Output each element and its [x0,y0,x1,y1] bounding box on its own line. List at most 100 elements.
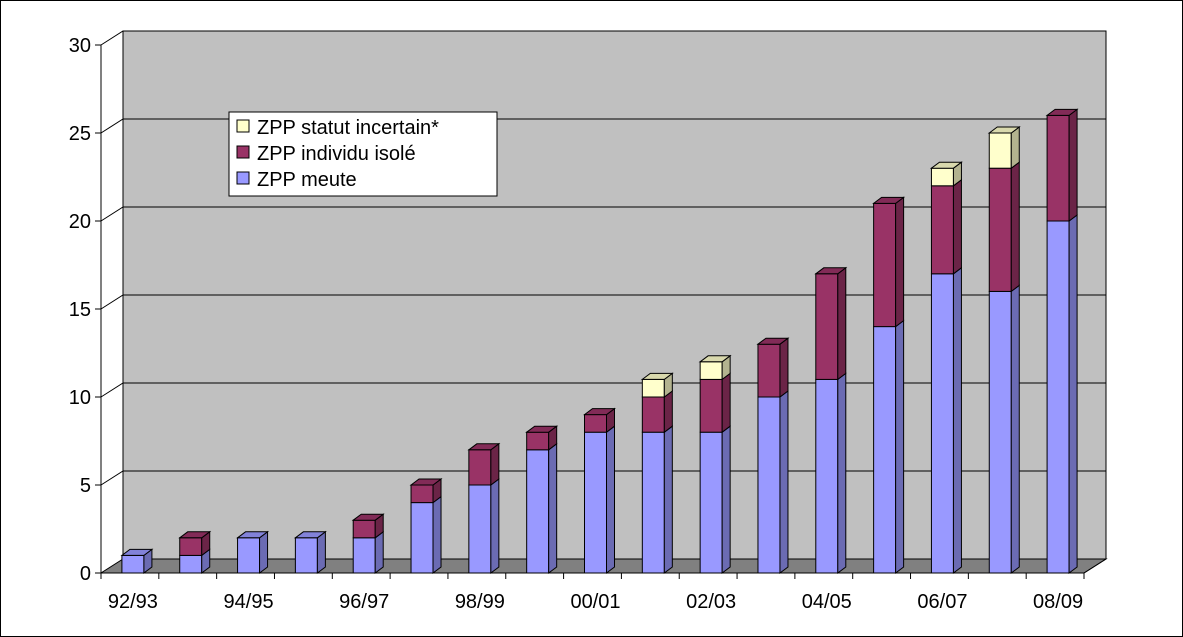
legend-label: ZPP individu isolé [257,143,416,165]
bar-segment-05-06-top [872,196,906,204]
y-tick-label: 20 [69,211,91,233]
bar-segment-97-98 [410,484,434,504]
bars [120,108,1079,574]
bar-segment-92-93-top [120,548,154,556]
x-tick-label: 06/07 [917,591,967,613]
bar-segment-07-08-side [1010,284,1020,574]
gridline [100,118,1106,134]
bar-segment-06-07-side [952,178,962,275]
bar-segment-93-94 [179,537,203,556]
bar-segment-98-99 [468,484,492,574]
y-tick-label: 10 [69,387,91,409]
bar-segment-03-04-side [779,390,789,574]
x-axis-tick-labels: 92/93 94/95 96/97 98/99 00/01 02/03 04/05 06/07… [108,591,1083,613]
y-tick-label: 25 [69,123,91,145]
gridlines [100,30,1106,486]
bar-segment-95-96 [294,537,318,574]
legend-label: ZPP statut incertain* [257,117,439,139]
bar-segment-97-98-side [432,495,442,574]
bar-segment-08-09-side [1068,214,1078,574]
bar-segment-07-08 [988,290,1012,574]
bar-segment-96-97 [352,519,376,539]
bar-segment-99-00 [526,449,550,574]
bar-segment-00-01 [584,431,607,574]
bar-segment-99-00-top [525,425,559,433]
bar-segment-03-04 [757,343,781,398]
bar-segment-04-05-top [814,267,848,275]
bar-segment-02-03 [699,361,723,380]
bar-segment-98-99-top [467,443,501,451]
bar-segment-94-95-side [259,530,269,574]
bar-segment-05-06-side [895,196,905,328]
bar-segment-06-07-side [952,266,962,574]
x-tick-label: 08/09 [1033,591,1083,613]
bar-segment-04-05 [815,273,839,380]
bar-segment-03-04 [757,396,781,574]
y-tick-label: 30 [69,35,91,57]
bar-segment-08-09 [1046,114,1070,222]
bar-segment-01-02 [641,396,665,433]
legend-swatch [236,145,250,159]
bar-segment-07-08-side [1010,161,1020,293]
legend-swatch [236,171,250,185]
legend-label: ZPP meute [257,169,357,191]
bar-segment-93-94 [179,554,203,574]
bar-segment-95-96-side [316,530,326,574]
bar-segment-07-08 [988,167,1012,292]
bar-segment-94-95 [237,537,261,574]
bar-segment-07-08-side [1010,126,1020,170]
bar-segment-00-01-side [606,425,615,574]
bar-segment-07-08-top [987,126,1021,134]
bar-segment-02-03-side [721,425,731,574]
bar-segment-97-98-top [409,478,443,486]
x-tick-label: 04/05 [802,591,852,613]
bar-segment-02-03 [699,431,723,574]
legend-swatch [236,119,250,133]
bar-segment-98-99-side [490,478,500,574]
gridline [100,30,1106,46]
bar-segment-96-97-side [374,530,384,574]
x-tick-label: 00/01 [570,591,620,613]
bar-segment-96-97-top [351,513,385,521]
bar-segment-92-93 [121,554,145,574]
bar-segment-01-02-side [663,390,673,434]
y-tick-label: 0 [80,563,91,585]
x-tick-label: 92/93 [108,591,158,613]
bar-segment-05-06-side [895,319,905,574]
bar-segment-06-07 [930,167,954,187]
bar-segment-00-01-top [583,408,616,416]
x-tick-label: 98/99 [455,591,505,613]
y-axis-tick-labels: 0 5 10 15 20 25 30 [69,35,91,585]
x-tick-label: 94/95 [224,591,274,613]
bar-segment-08-09-side [1068,108,1078,222]
bar-segment-08-09-top [1045,108,1079,116]
floor-edge [1083,558,1107,574]
y-tick-label: 15 [69,299,91,321]
bar-segment-95-96-top [293,531,327,539]
bar-segment-03-04-top [756,337,790,345]
bar-segment-00-01 [584,414,607,433]
bar-segment-08-09 [1046,220,1070,574]
bar-segment-02-03-top [698,355,732,363]
bar-segment-02-03-side [721,372,731,434]
bar-segment-07-08 [988,132,1012,169]
bar-segment-06-07 [930,185,954,275]
bar-segment-01-02 [641,378,665,398]
bar-segment-93-94-top [178,531,212,539]
bar-segment-06-07-top [929,161,963,169]
bar-segment-02-03 [699,378,723,433]
bar-segment-98-99-side [490,442,500,486]
bar-segment-96-97 [352,537,376,574]
bar-segment-04-05-side [837,266,847,381]
bar-segment-04-05 [815,378,839,574]
legend: ZPP statut incertain* ZPP individu isolé Z… [228,111,498,197]
bar-segment-05-06 [873,202,897,328]
bar-segment-01-02-top [640,372,674,380]
bar-segment-99-00 [526,431,550,451]
y-tick-label: 5 [80,475,91,497]
bar-segment-97-98 [410,502,434,574]
bar-segment-03-04-side [779,337,789,398]
bar-segment-01-02 [641,431,665,574]
x-tick-label: 02/03 [686,591,736,613]
